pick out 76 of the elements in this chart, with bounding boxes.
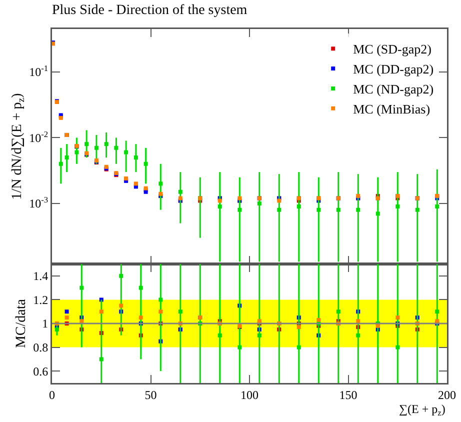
y-tick-label: 10$^{-2}$ [29,130,48,145]
legend-label: MC (SD-gap2) [353,42,432,57]
point [257,201,262,206]
point [158,182,163,186]
point [238,345,242,350]
chart-title: Plus Side - Direction of the system [52,2,248,18]
point [435,319,440,324]
y-axis-title: MC/data [14,298,29,348]
point [376,212,380,216]
y-tick-label: 1.2 [33,292,48,307]
point [119,274,124,278]
point [257,333,262,338]
point [94,146,98,150]
point [138,286,143,290]
y-tick-label: 1 [42,316,48,331]
point [296,345,301,350]
point [356,333,360,338]
point [58,162,63,166]
y-tick-label: 10$^{-1}$ [29,64,48,80]
point [336,310,340,314]
point [277,198,282,203]
point [336,208,340,212]
point [104,142,108,146]
point [124,150,128,154]
x-tick-label: 50 [144,388,157,402]
point [218,333,222,338]
point [296,325,301,330]
point [158,310,163,314]
point [277,208,282,212]
point [64,316,69,320]
point [158,298,163,302]
point [296,204,301,208]
point [74,150,79,154]
point [178,310,182,314]
y-tick-label: 0.8 [33,340,48,354]
point [84,142,89,146]
point [99,310,104,314]
point [238,208,242,212]
point [99,357,104,362]
point [80,286,84,290]
point [356,194,360,198]
point [178,190,182,194]
x-axis-title: ∑(E + p$_{z}$) [399,402,446,418]
point [218,198,222,203]
point [316,208,321,212]
point [80,319,84,324]
point [435,204,440,208]
point [114,146,118,150]
legend-label: MC (DD-gap2) [353,62,434,77]
point [64,310,69,314]
x-tick-label: 0 [49,388,55,402]
point [64,156,69,160]
point [257,319,262,324]
legend-label: MC (ND-gap2) [353,82,434,97]
point [218,204,222,208]
point [119,304,124,308]
point [316,318,321,322]
y-tick-label: 10$^{-3}$ [29,196,48,211]
y-tick-label: 0.6 [33,364,48,378]
x-tick-label: 100 [240,388,258,402]
legend-label: MC (MinBias) [353,101,430,116]
point [415,208,420,212]
point [396,204,400,208]
y-tick-label: 1.4 [33,269,48,284]
point [396,345,400,350]
point [356,208,360,212]
point [396,316,400,320]
point [138,316,143,320]
x-tick-label: 200 [438,388,456,402]
point [356,319,360,324]
point [435,310,440,314]
point [144,162,148,166]
point [238,196,242,200]
x-tick-label: 150 [339,388,358,402]
point [134,156,138,160]
point [178,196,182,200]
